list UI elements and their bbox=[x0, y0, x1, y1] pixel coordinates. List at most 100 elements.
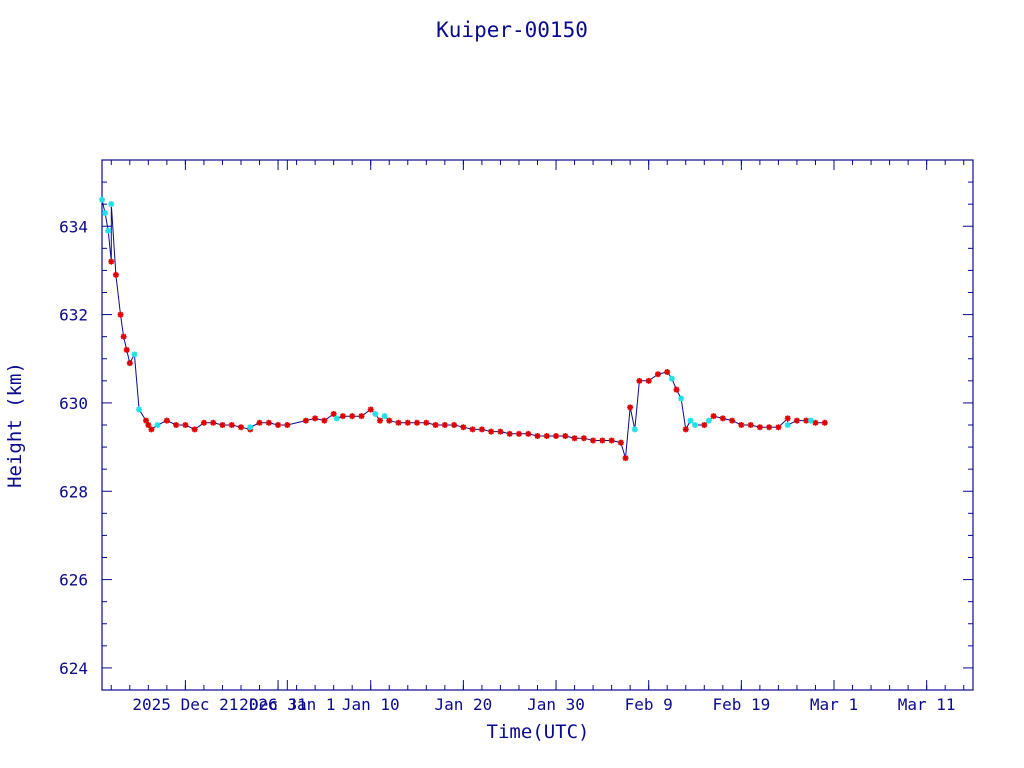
data-point-red bbox=[312, 415, 319, 422]
y-tick-label: 624 bbox=[59, 659, 88, 678]
data-point-red bbox=[441, 422, 448, 428]
y-tick-label: 630 bbox=[59, 394, 88, 413]
data-point-red bbox=[784, 415, 791, 422]
data-point-red bbox=[793, 417, 800, 424]
data-point-red bbox=[321, 417, 328, 424]
data-point-red bbox=[599, 437, 606, 444]
data-point-red bbox=[478, 426, 485, 433]
data-point-red bbox=[622, 455, 629, 462]
data-point-red bbox=[571, 435, 578, 442]
data-point-cyan bbox=[333, 415, 340, 422]
data-point-red bbox=[682, 426, 689, 433]
data-point-red bbox=[191, 426, 198, 433]
data-point-red bbox=[562, 433, 569, 440]
data-point-red bbox=[120, 333, 127, 340]
y-tick-label: 634 bbox=[59, 217, 88, 236]
data-point-red bbox=[821, 419, 828, 426]
data-point-cyan bbox=[705, 417, 712, 424]
data-point-red bbox=[747, 422, 754, 428]
data-point-cyan bbox=[99, 196, 105, 203]
y-tick-label: 628 bbox=[59, 482, 88, 501]
data-point-red bbox=[339, 413, 346, 420]
data-point-red bbox=[163, 417, 170, 424]
data-point-red bbox=[673, 386, 680, 393]
data-point-cyan bbox=[102, 210, 109, 216]
data-point-red bbox=[636, 377, 643, 384]
x-tick-label: Dec 31 bbox=[249, 695, 307, 714]
data-point-red bbox=[117, 311, 124, 318]
data-point-red bbox=[386, 417, 393, 424]
data-point-red bbox=[627, 404, 634, 411]
data-point-red bbox=[349, 413, 356, 420]
data-point-red bbox=[123, 346, 130, 353]
data-point-cyan bbox=[687, 417, 694, 424]
data-point-red bbox=[645, 377, 652, 384]
data-point-red bbox=[148, 426, 155, 433]
data-point-red bbox=[497, 428, 504, 435]
data-point-red bbox=[460, 424, 467, 431]
data-point-red bbox=[590, 437, 597, 444]
data-point-red bbox=[256, 419, 263, 426]
data-point-red bbox=[423, 419, 430, 426]
data-point-red bbox=[719, 415, 726, 422]
x-tick-label: 2025 Dec 21 bbox=[132, 695, 238, 714]
x-tick-label: Jan 20 bbox=[434, 695, 492, 714]
data-point-cyan bbox=[807, 417, 814, 424]
data-point-red bbox=[608, 437, 615, 444]
x-tick-label: Feb 9 bbox=[625, 695, 673, 714]
data-point-cyan bbox=[381, 413, 388, 420]
data-point-red bbox=[617, 439, 624, 446]
data-point-red bbox=[803, 417, 810, 424]
data-point-cyan bbox=[154, 422, 161, 428]
y-tick-label: 632 bbox=[59, 306, 88, 325]
y-tick-label: 626 bbox=[59, 571, 88, 590]
data-point-red bbox=[143, 417, 150, 424]
data-point-red bbox=[358, 413, 365, 420]
data-point-red bbox=[302, 417, 309, 424]
data-point-red bbox=[710, 413, 717, 420]
data-point-red bbox=[469, 426, 476, 433]
data-point-cyan bbox=[247, 424, 254, 431]
data-point-red bbox=[488, 428, 495, 435]
data-point-cyan bbox=[678, 395, 685, 402]
data-point-red bbox=[414, 419, 421, 426]
x-tick-label: Jan 30 bbox=[527, 695, 585, 714]
data-point-red bbox=[432, 422, 439, 428]
x-tick-label: Mar 1 bbox=[810, 695, 858, 714]
data-point-red bbox=[729, 417, 736, 424]
data-point-cyan bbox=[692, 422, 699, 428]
data-point-red bbox=[534, 433, 541, 440]
data-point-red bbox=[228, 422, 235, 428]
chart-title: Kuiper-00150 bbox=[436, 18, 588, 42]
data-point-red bbox=[376, 417, 383, 424]
data-point-red bbox=[182, 422, 189, 428]
data-point-red bbox=[525, 430, 532, 437]
data-point-red bbox=[553, 433, 560, 440]
data-point-cyan bbox=[372, 410, 379, 417]
data-point-red bbox=[145, 422, 152, 428]
data-point-red bbox=[330, 410, 337, 417]
data-point-red bbox=[210, 419, 217, 426]
data-point-red bbox=[284, 422, 291, 428]
data-point-red bbox=[395, 419, 402, 426]
data-point-red bbox=[367, 406, 374, 413]
y-axis-label: Height (km) bbox=[4, 362, 26, 488]
data-point-cyan bbox=[631, 426, 638, 433]
data-point-cyan bbox=[784, 422, 791, 428]
data-markers bbox=[99, 196, 828, 462]
data-point-red bbox=[664, 369, 671, 375]
data-point-cyan bbox=[668, 375, 675, 382]
data-point-red bbox=[219, 422, 226, 428]
data-point-red bbox=[265, 419, 272, 426]
data-point-red bbox=[275, 422, 282, 428]
x-tick-label: Feb 19 bbox=[712, 695, 770, 714]
data-point-red bbox=[580, 435, 587, 442]
height-series-line bbox=[101, 199, 825, 459]
data-point-red bbox=[543, 433, 550, 440]
data-point-cyan bbox=[108, 201, 115, 208]
data-point-red bbox=[738, 422, 745, 428]
data-point-red bbox=[515, 430, 522, 437]
data-point-red bbox=[404, 419, 411, 426]
